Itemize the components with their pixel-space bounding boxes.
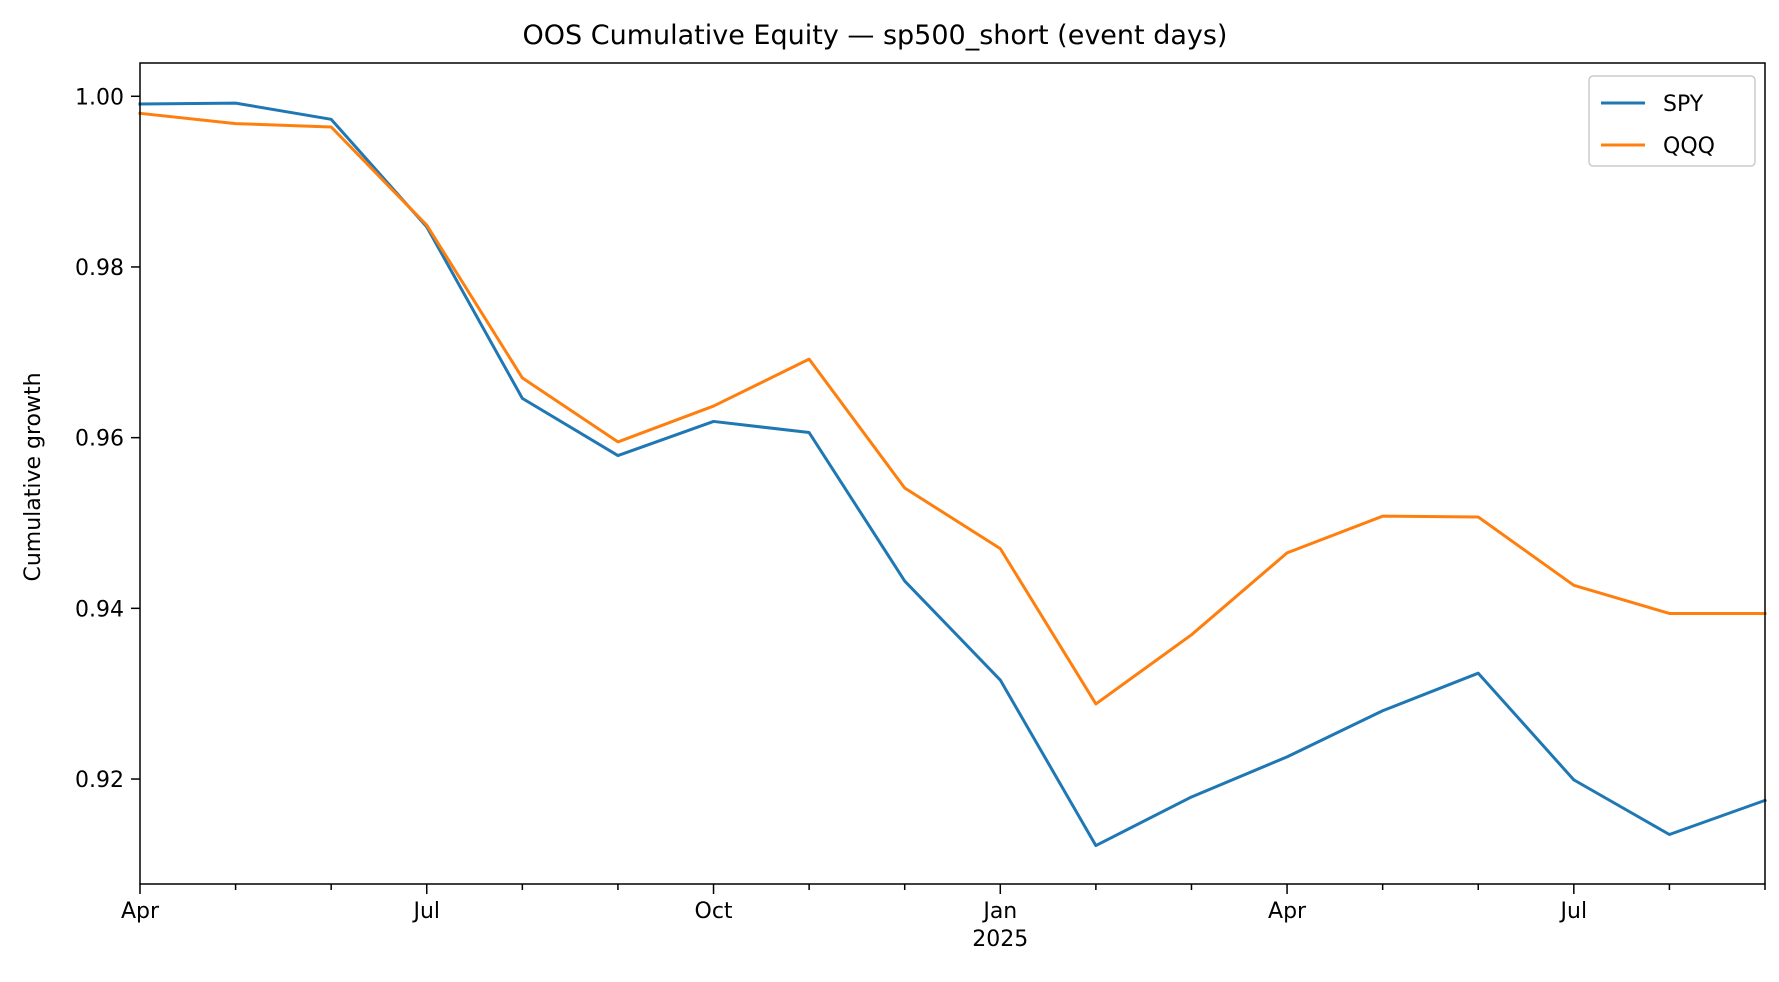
y-tick-label: 1.00	[75, 85, 124, 110]
y-tick-label: 0.96	[75, 427, 124, 452]
chart-title: OOS Cumulative Equity — sp500_short (eve…	[523, 20, 1228, 51]
x-tick-label: Jul	[411, 899, 440, 924]
x-tick-label: Apr	[1268, 899, 1307, 924]
y-tick-label: 0.92	[75, 768, 124, 793]
legend: SPY QQQ	[1588, 75, 1756, 167]
x-tick-label: Apr	[121, 899, 160, 924]
plot-lines	[138, 101, 1767, 848]
y-tick-label: 0.94	[75, 597, 124, 622]
legend-label-qqq: QQQ	[1663, 134, 1715, 159]
x-tick-label: Jan	[981, 899, 1017, 924]
x-axis: Apr Jul Oct Jan 2025 Apr Jul	[121, 884, 1766, 952]
x-tick-sublabel: 2025	[972, 927, 1028, 952]
y-axis-label: Cumulative growth	[21, 372, 46, 581]
legend-label-spy: SPY	[1663, 92, 1704, 117]
x-tick-label: Oct	[695, 899, 733, 924]
y-tick-label: 0.98	[75, 256, 124, 281]
plot-frame	[139, 62, 1766, 885]
series-line-qqq	[138, 111, 1767, 706]
x-tick-label: Jul	[1559, 899, 1588, 924]
y-axis: 0.92 0.94 0.96 0.98 1.00	[75, 85, 140, 793]
